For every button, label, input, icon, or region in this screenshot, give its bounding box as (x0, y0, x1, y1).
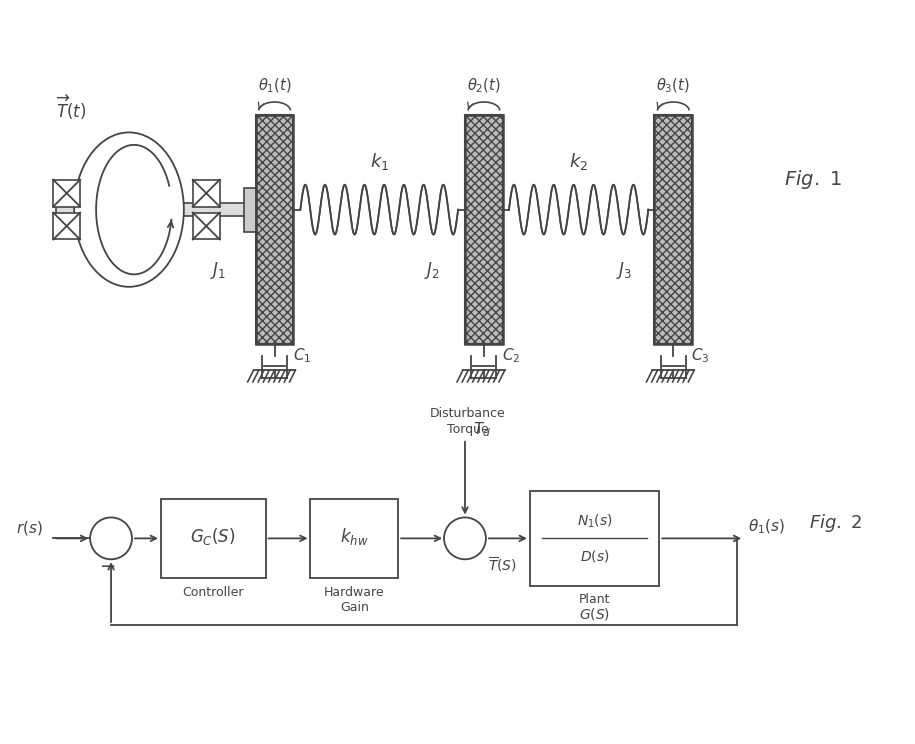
Text: Hardware: Hardware (324, 586, 384, 599)
Text: Controller: Controller (182, 586, 244, 599)
Text: $C_1$: $C_1$ (293, 346, 311, 365)
Bar (255, 115, 294, 344)
Bar (161, 498, 265, 578)
Text: $\theta_1(s)$: $\theta_1(s)$ (748, 518, 785, 536)
Circle shape (444, 518, 486, 559)
Text: $J_2$: $J_2$ (425, 260, 440, 281)
Text: $\Sigma$: $\Sigma$ (105, 530, 117, 548)
Text: Disturbance: Disturbance (430, 407, 506, 420)
Bar (310, 498, 398, 578)
Bar (255, 115, 294, 344)
Bar (53, 180, 81, 207)
Text: $k_2$: $k_2$ (569, 151, 588, 172)
Text: $\theta_2(t)$: $\theta_2(t)$ (467, 77, 501, 95)
Bar (530, 490, 660, 586)
Bar (465, 115, 503, 344)
Text: $-$: $-$ (99, 555, 115, 574)
Text: Gain: Gain (339, 601, 369, 614)
Text: $k_1$: $k_1$ (370, 151, 389, 172)
Bar (56, 203, 255, 216)
Text: Plant: Plant (579, 593, 610, 606)
Text: $G(S)$: $G(S)$ (579, 606, 610, 621)
Bar (654, 115, 693, 344)
Bar (193, 180, 220, 207)
Bar (243, 187, 255, 231)
Text: $\overrightarrow{T}(t)$: $\overrightarrow{T}(t)$ (56, 94, 86, 122)
Text: $J_3$: $J_3$ (617, 260, 632, 281)
Bar (654, 115, 693, 344)
Text: $T_d$: $T_d$ (473, 421, 491, 440)
Text: $G_C(S)$: $G_C(S)$ (190, 526, 236, 547)
Text: $N_1(s)$: $N_1(s)$ (576, 513, 612, 530)
Text: $D(s)$: $D(s)$ (580, 548, 609, 564)
Circle shape (90, 518, 132, 559)
Text: $r(s)$: $r(s)$ (16, 519, 43, 537)
Text: $\Sigma$: $\Sigma$ (458, 530, 471, 548)
Text: $C_3$: $C_3$ (692, 346, 710, 365)
Ellipse shape (74, 132, 184, 287)
Text: $Fig.\ 2$: $Fig.\ 2$ (809, 513, 863, 534)
Text: Torque: Torque (447, 423, 489, 436)
Bar (465, 115, 503, 344)
Text: $Fig.\ 1$: $Fig.\ 1$ (784, 167, 842, 190)
Bar (193, 213, 220, 240)
Text: $\theta_3(t)$: $\theta_3(t)$ (656, 77, 690, 95)
Text: $C_2$: $C_2$ (501, 346, 521, 365)
Bar (53, 213, 81, 240)
Text: $k_{hw}$: $k_{hw}$ (340, 526, 369, 547)
Text: $\theta_1(t)$: $\theta_1(t)$ (258, 77, 292, 95)
Text: $\overline{T}(S)$: $\overline{T}(S)$ (488, 555, 517, 574)
Text: $J_1$: $J_1$ (210, 260, 226, 281)
